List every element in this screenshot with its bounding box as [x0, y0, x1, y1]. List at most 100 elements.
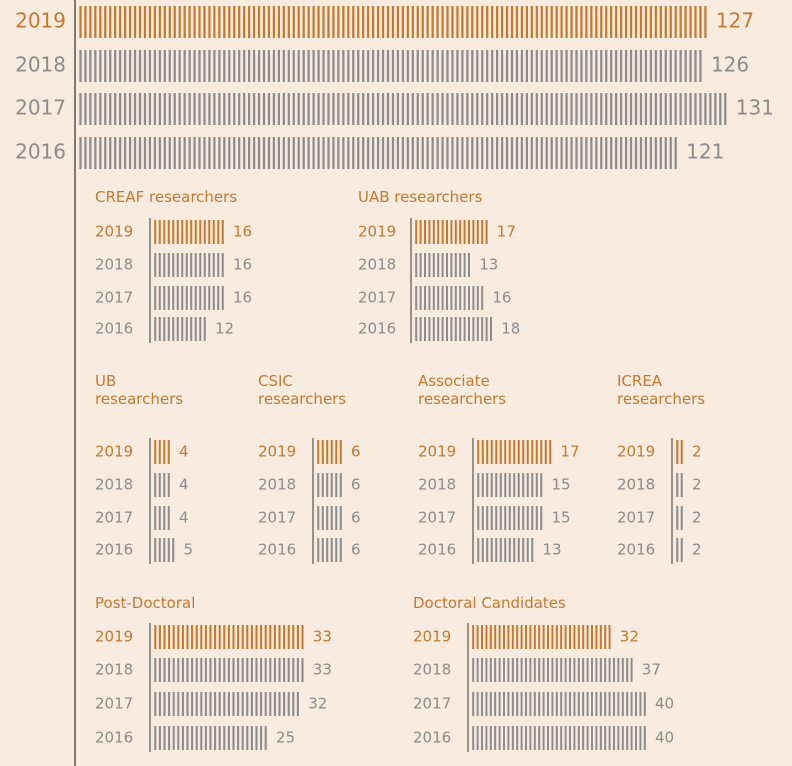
value-label: 18 [501, 320, 520, 338]
value-label: 4 [179, 443, 189, 461]
chart-title-box: ICREA researchers [617, 372, 706, 408]
tally-bar [154, 317, 206, 341]
tally-bar [317, 538, 342, 562]
tally-bar [154, 625, 304, 649]
tally-bar [79, 6, 707, 38]
value-label: 4 [179, 509, 189, 527]
chart-title: Post-Doctoral [95, 594, 196, 612]
chart-title-box: CSIC researchers [258, 372, 347, 408]
tally-bar [154, 506, 170, 530]
year-label: 2018 [95, 661, 133, 679]
year-label: 2018 [617, 476, 655, 494]
tally-bar [154, 538, 175, 562]
value-label: 33 [313, 628, 332, 646]
value-label: 2 [692, 443, 702, 461]
year-label: 2019 [95, 443, 133, 461]
tally-bar [472, 658, 633, 682]
chart-title-box: UAB researchers [358, 188, 483, 206]
year-label: 2018 [418, 476, 456, 494]
year-label: 2019 [418, 443, 456, 461]
tally-bar [154, 253, 224, 277]
year-label: 2016 [418, 541, 456, 559]
year-label: 2019 [95, 628, 133, 646]
tally-bar [79, 93, 727, 125]
year-label: 2017 [413, 695, 451, 713]
tally-bar [79, 137, 677, 169]
year-label: 2019 [617, 443, 655, 461]
chart-title: CREAF researchers [95, 188, 238, 206]
value-label: 37 [642, 661, 661, 679]
tally-bar [154, 726, 267, 750]
tally-bar [472, 726, 646, 750]
value-label: 127 [716, 9, 754, 33]
tally-bar [317, 473, 342, 497]
value-label: 6 [351, 541, 361, 559]
value-label: 16 [492, 289, 511, 307]
chart-title: Doctoral Candidates [413, 594, 566, 612]
year-label: 2016 [358, 320, 396, 338]
chart-title: UB researchers [95, 372, 184, 408]
year-label: 2017 [95, 509, 133, 527]
year-label: 2017 [95, 695, 133, 713]
year-label: 2018 [358, 256, 396, 274]
year-label: 2017 [358, 289, 396, 307]
year-label: 2019 [95, 223, 133, 241]
year-label: 2019 [258, 443, 296, 461]
year-label: 2017 [95, 289, 133, 307]
tally-bar [154, 440, 170, 464]
tally-bar [415, 253, 470, 277]
tally-bar [477, 538, 534, 562]
tally-bar [477, 506, 543, 530]
tally-bar [317, 440, 342, 464]
value-label: 6 [351, 509, 361, 527]
tally-bar [676, 506, 683, 530]
chart-title-box: CREAF researchers [95, 188, 238, 206]
chart-title: Associate researchers [418, 372, 507, 408]
year-label: 2016 [15, 140, 66, 164]
value-label: 6 [351, 476, 361, 494]
value-label: 121 [686, 140, 724, 164]
year-label: 2017 [418, 509, 456, 527]
tally-bar [154, 220, 224, 244]
value-label: 16 [233, 223, 252, 241]
chart-title: ICREA researchers [617, 372, 706, 408]
tally-bar [472, 692, 646, 716]
value-label: 2 [692, 476, 702, 494]
year-label: 2018 [95, 256, 133, 274]
value-label: 25 [276, 729, 295, 747]
year-label: 2017 [617, 509, 655, 527]
year-label: 2017 [258, 509, 296, 527]
chart-title: CSIC researchers [258, 372, 347, 408]
value-label: 40 [655, 695, 674, 713]
chart-title-box: UB researchers [95, 372, 184, 408]
value-label: 16 [233, 289, 252, 307]
value-label: 2 [692, 509, 702, 527]
chart-title: UAB researchers [358, 188, 483, 206]
value-label: 13 [543, 541, 562, 559]
year-label: 2019 [15, 9, 66, 33]
value-label: 131 [736, 96, 774, 120]
chart-title-box: Associate researchers [418, 372, 507, 408]
tally-bar [472, 625, 611, 649]
year-label: 2016 [95, 320, 133, 338]
value-label: 4 [179, 476, 189, 494]
year-label: 2016 [617, 541, 655, 559]
value-label: 126 [711, 53, 749, 77]
value-label: 33 [313, 661, 332, 679]
year-label: 2018 [413, 661, 451, 679]
year-label: 2018 [258, 476, 296, 494]
year-label: 2016 [413, 729, 451, 747]
value-label: 16 [233, 256, 252, 274]
chart-title-box: Doctoral Candidates [413, 594, 566, 612]
year-label: 2016 [95, 729, 133, 747]
value-label: 5 [184, 541, 194, 559]
year-label: 2017 [15, 96, 66, 120]
value-label: 15 [552, 509, 571, 527]
value-label: 2 [692, 541, 702, 559]
value-label: 17 [497, 223, 516, 241]
tally-bar [477, 473, 543, 497]
value-label: 6 [351, 443, 361, 461]
year-label: 2018 [95, 476, 133, 494]
